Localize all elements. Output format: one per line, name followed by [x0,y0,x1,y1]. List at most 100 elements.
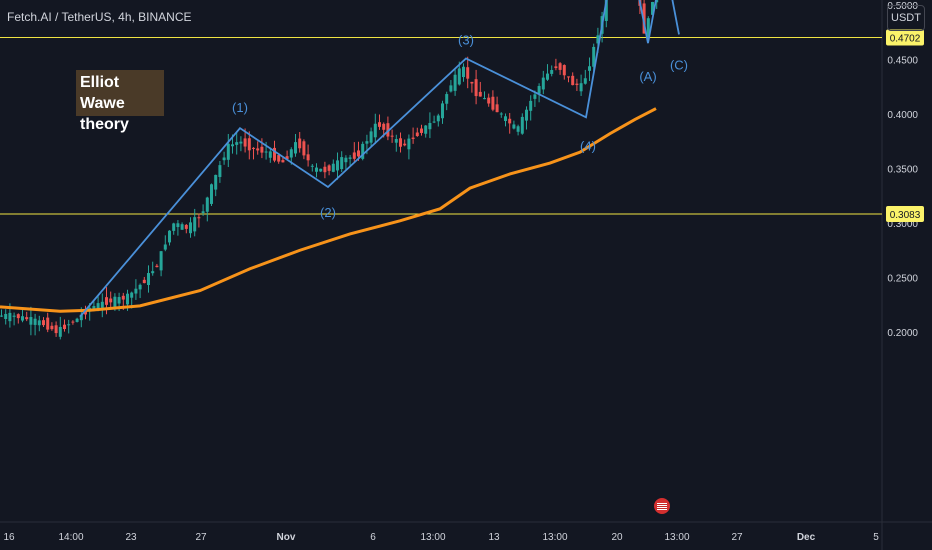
candle-body [525,109,528,121]
us-flag-icon[interactable] [652,496,672,516]
candle-body [516,126,520,132]
candle-body [16,314,20,319]
y-tick-label: 0.4500 [887,56,918,67]
candle-body [239,141,243,144]
candle-body [495,104,499,113]
currency-button[interactable]: USDT [887,5,925,31]
candle-body [583,78,587,84]
candle-body [214,174,218,190]
annotation-line-2: theory [80,116,129,133]
candle-body [432,121,436,123]
candle-body [567,76,570,78]
candle-body [29,317,33,325]
candle-body [130,292,134,298]
candle-body [604,0,608,21]
annotation-note[interactable]: Elliot Wawe theory [76,70,164,133]
candle-body [310,165,314,167]
candle-body [147,273,150,285]
candle-body [403,143,407,146]
x-tick-label: 16 [3,532,15,543]
candle-body [428,123,432,130]
wave-label: (4) [580,138,596,153]
candle-body [193,217,197,232]
candle-body [361,143,365,159]
candle-body [235,142,239,145]
horizontal-level-tag [886,205,924,222]
candle-body [512,124,516,129]
elliott-wave-line [79,0,680,318]
candle-body [390,135,394,137]
candle-body [642,3,646,34]
candle-body [50,325,54,330]
x-tick-label: 13:00 [420,532,445,543]
candle-body [33,318,37,325]
candle-body [487,97,491,104]
candle-body [37,320,41,326]
candle-body [399,138,402,147]
candle-body [327,165,331,171]
candle-body [571,75,575,86]
candle-body [646,18,650,38]
x-tick-label: 27 [195,532,207,543]
annotation-line-1: Elliot Wawe [80,74,125,112]
candle-body [159,251,163,271]
candle-body [63,324,66,330]
candle-body [508,118,512,124]
candle-body [449,85,453,92]
candle-body [8,312,12,322]
wave-label: (C) [670,57,688,72]
candle-body [331,163,335,172]
candle-body [483,98,486,100]
candle-body [491,96,495,110]
candle-body [575,83,579,85]
candle-body [197,217,201,219]
candle-body [268,151,272,158]
candle-body [306,154,310,161]
candle-body [445,94,449,104]
candle-body [436,115,440,122]
candle-body [79,314,83,321]
candle-body [424,125,428,134]
candle-body [596,35,600,44]
candle-body [126,293,129,305]
candle-body [252,147,255,149]
horizontal-level-tag [886,29,924,46]
candle-body [138,284,142,290]
candle-body [340,157,344,170]
candle-body [105,297,108,305]
candle-body [579,83,583,92]
symbol-title: Fetch.AI / TetherUS, 4h, BINANCE [7,10,192,24]
candle-body [344,157,348,163]
candle-body [58,326,62,337]
candle-body [71,321,75,323]
candle-body [651,1,654,15]
candle-body [323,166,327,173]
candle-body [142,279,146,284]
candle-body [277,155,281,162]
candle-body [420,128,423,133]
y-tick-label: 0.5000 [887,1,918,12]
candle-body [222,157,226,161]
candle-body [121,295,125,300]
x-tick-label: 13 [488,532,500,543]
candle-body [96,303,100,310]
candle-body [546,73,549,80]
wave-label: (3) [458,32,474,47]
y-tick-label: 0.2000 [887,328,918,339]
candle-body [441,103,444,119]
candle-body [247,138,251,151]
candle-body [352,152,356,159]
candle-body [92,306,96,309]
candle-body [386,123,390,137]
candle-body [357,150,360,157]
candle-body [550,70,554,74]
candle-body [75,318,79,322]
candle-body [243,138,247,147]
candle-body [415,132,419,136]
candle-body [394,139,398,143]
candle-body [541,77,545,90]
candle-body [365,141,369,144]
y-tick-label: 0.3500 [887,165,918,176]
candle-body [201,211,205,213]
